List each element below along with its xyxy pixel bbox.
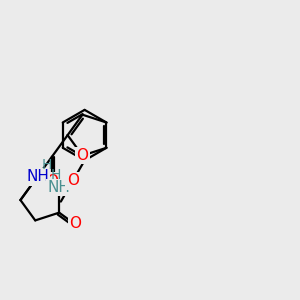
Text: O: O (76, 148, 88, 163)
Text: H: H (51, 168, 62, 182)
Text: O: O (67, 173, 79, 188)
Text: O: O (46, 174, 58, 189)
Text: NH: NH (48, 180, 70, 195)
Text: NH: NH (26, 169, 49, 184)
Text: H: H (41, 158, 52, 172)
Text: O: O (69, 217, 81, 232)
